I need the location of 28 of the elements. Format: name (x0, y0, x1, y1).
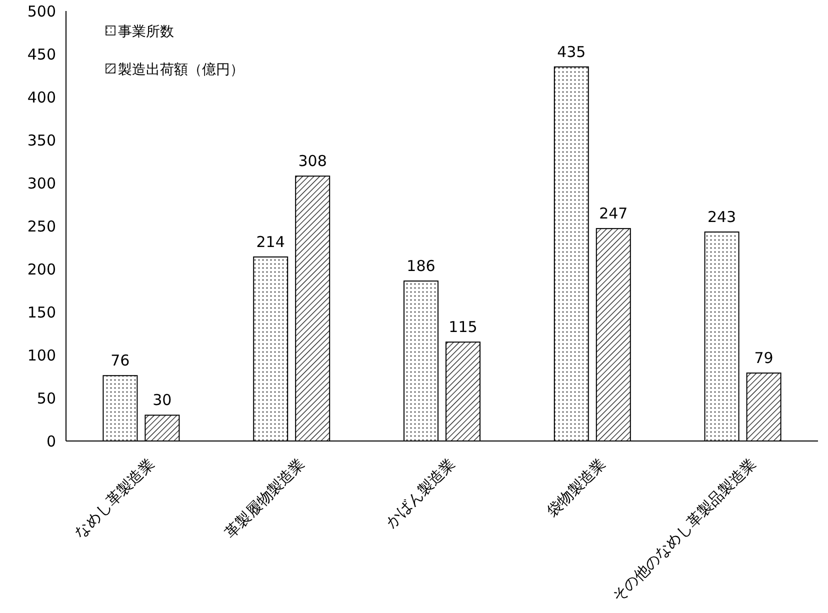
y-tick-label: 250 (27, 217, 56, 236)
legend-label: 製造出荷額（億円） (118, 62, 244, 78)
data-label: 435 (557, 42, 586, 61)
y-tick-label: 0 (46, 432, 56, 450)
x-tick-label: 袋物製造業 (543, 454, 609, 521)
y-tick-label: 150 (27, 303, 56, 322)
data-label: 214 (256, 232, 285, 251)
y-tick-label: 400 (27, 88, 56, 106)
data-label: 186 (406, 257, 436, 276)
y-tick-label: 500 (27, 2, 56, 20)
data-label: 243 (707, 208, 736, 226)
data-label: 76 (110, 352, 130, 370)
x-tick-label: かばん製造業 (382, 454, 459, 532)
y-tick-label: 300 (27, 174, 56, 192)
data-label: 308 (298, 152, 327, 170)
y-tick-label: 100 (27, 346, 56, 364)
y-tick-label: 350 (27, 131, 56, 150)
data-label: 247 (599, 204, 628, 223)
y-tick-label: 450 (27, 45, 56, 64)
x-tick-label: その他のなめし革製品製造業 (608, 454, 760, 606)
data-label: 79 (754, 349, 774, 368)
x-tick-label: 革製履物製造業 (221, 454, 308, 542)
y-tick-label: 200 (27, 260, 56, 278)
data-label: 30 (152, 391, 172, 410)
x-tick-label: なめし革製造業 (70, 454, 158, 542)
y-tick-label: 50 (36, 389, 56, 408)
legend-label: 事業所数 (118, 24, 174, 40)
data-label: 115 (448, 318, 478, 336)
